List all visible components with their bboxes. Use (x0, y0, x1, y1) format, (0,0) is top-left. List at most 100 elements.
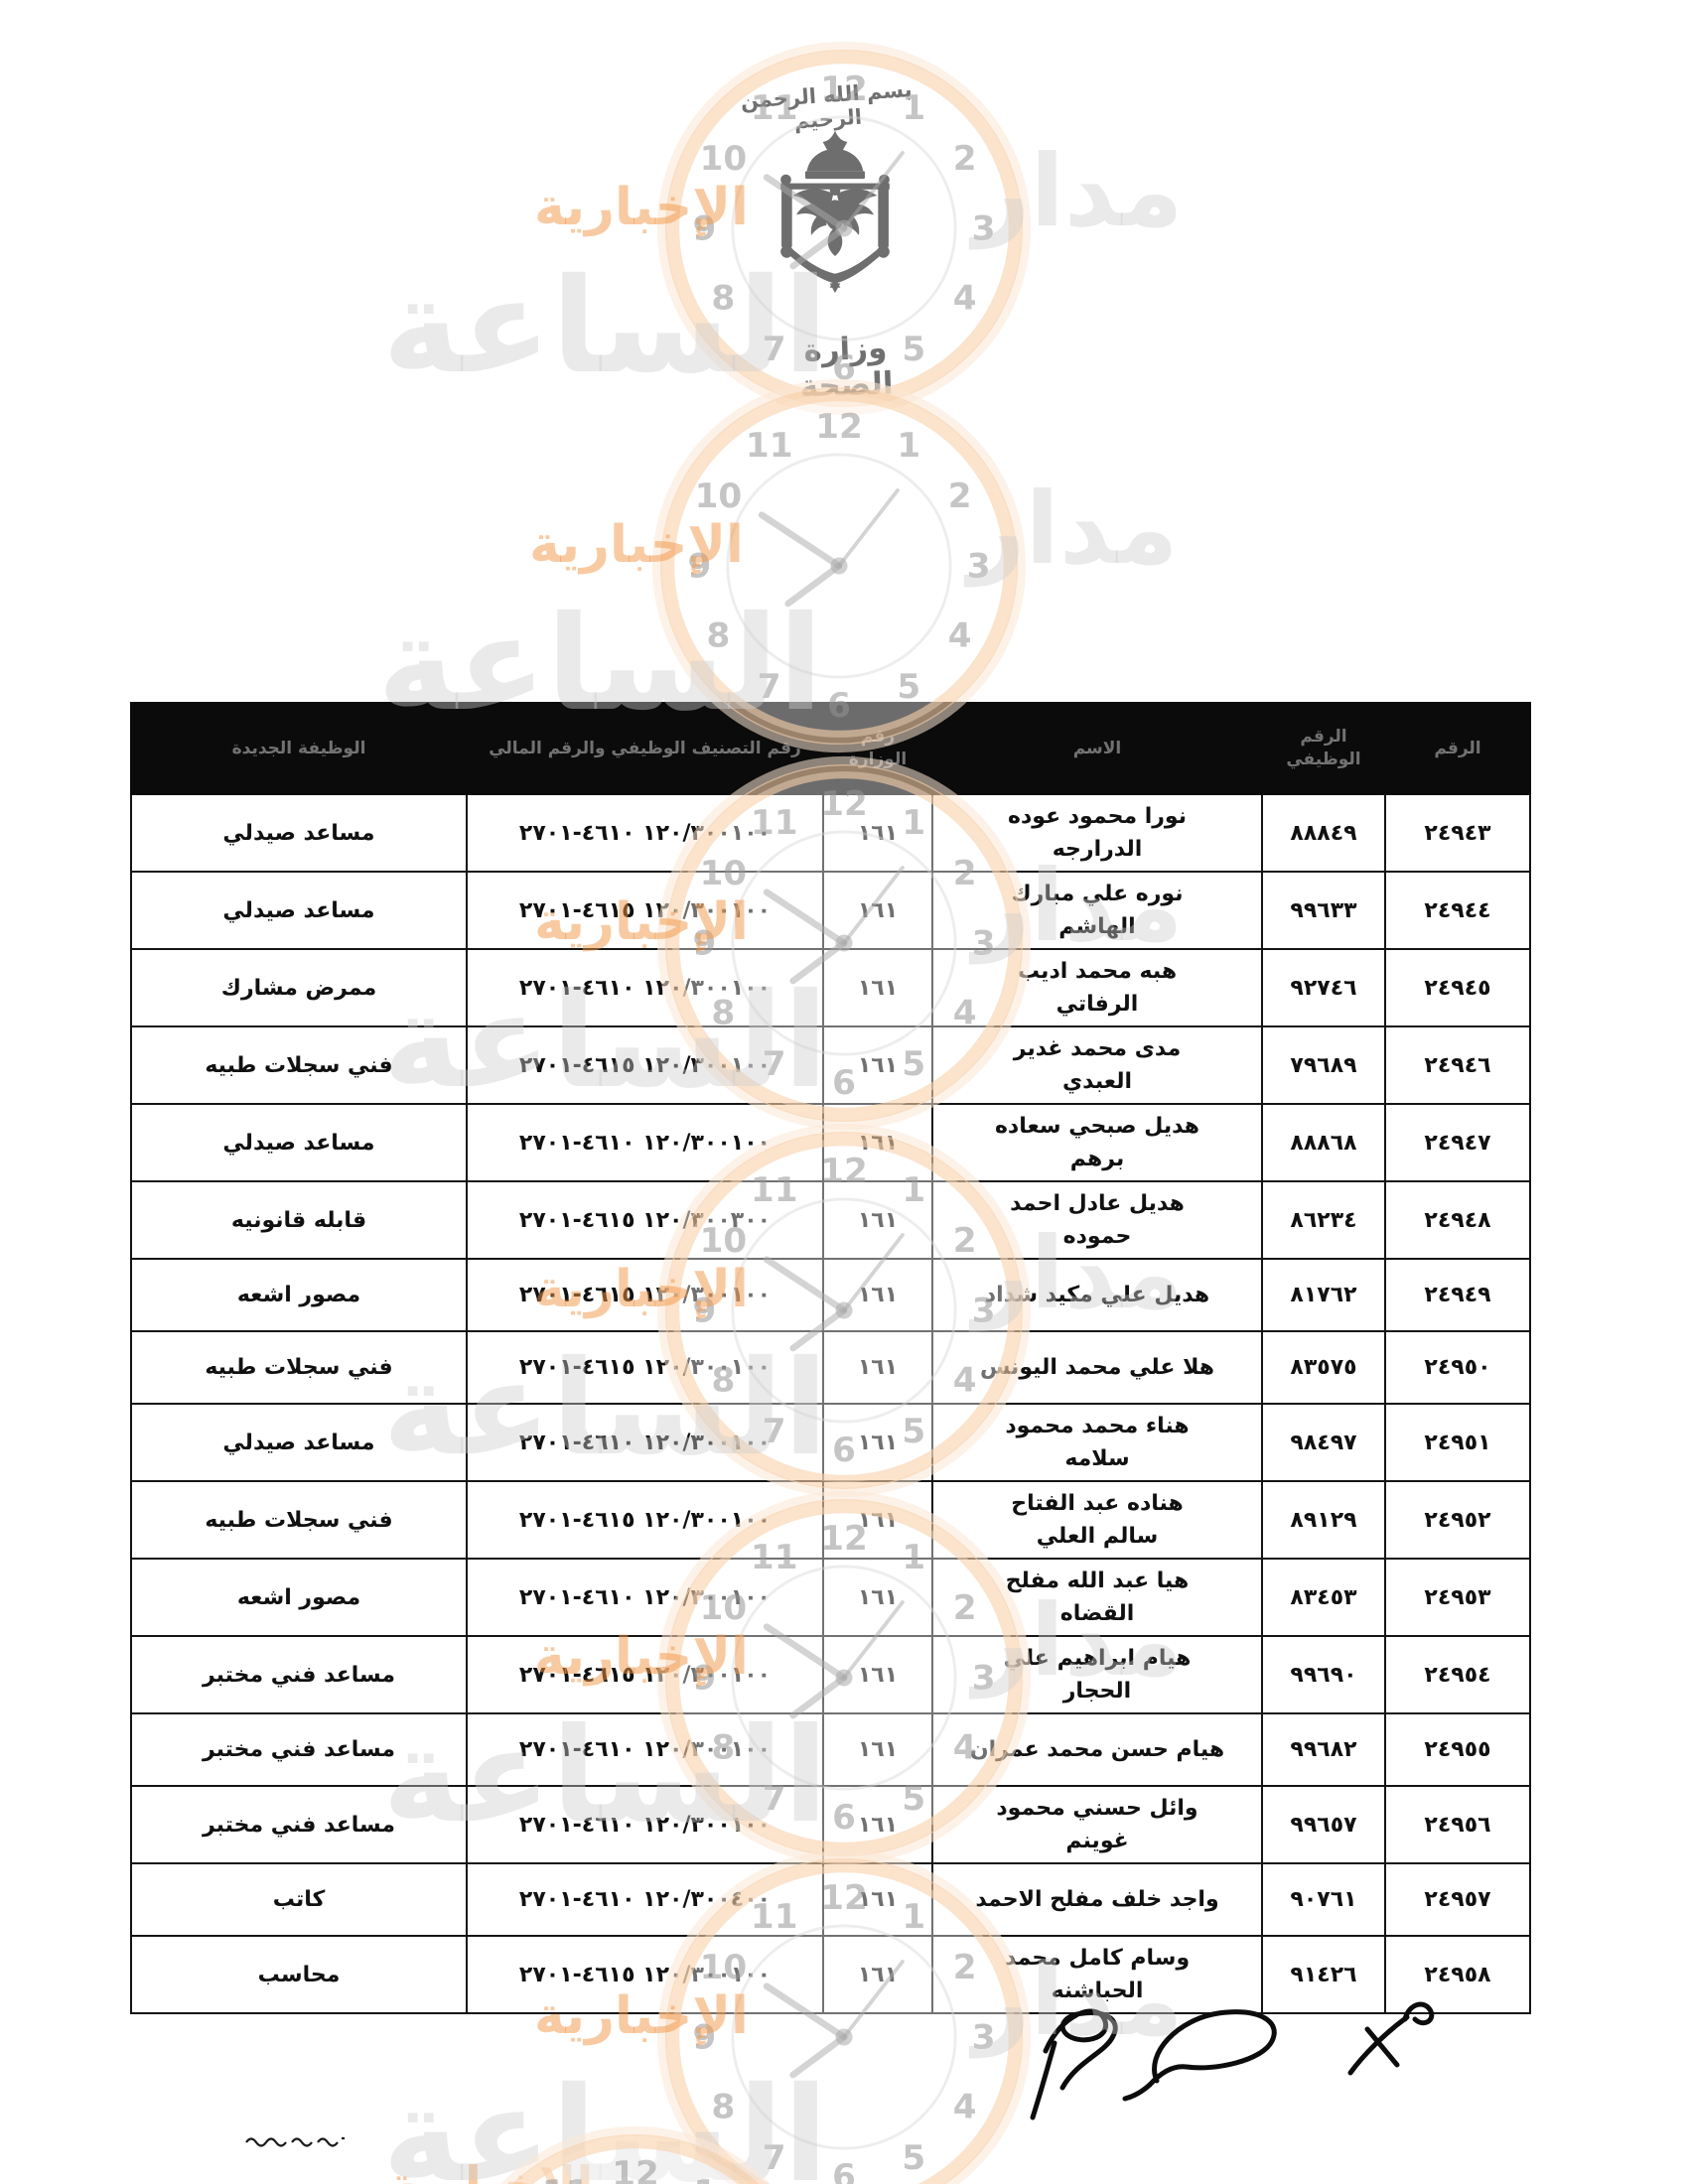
cell-serial: ٢٤٩٥٣ (1384, 1558, 1531, 1637)
cell-employee-no: ٩٩٦٩٠ (1261, 1635, 1386, 1714)
cell-serial: ٢٤٩٤٩ (1384, 1258, 1531, 1332)
cell-ministry-code: ١٦١ (822, 1862, 933, 1937)
cell-serial: ٢٤٩٤٥ (1384, 948, 1531, 1027)
cell-employee-no: ٨٩١٢٩ (1261, 1480, 1386, 1560)
cell-employee-no: ٩٠٧٦١ (1261, 1862, 1386, 1937)
table-row: ٢٤٩٥٦ ٩٩٦٥٧ وائل حسني محمود غوينم ١٦١ ١٢… (130, 1785, 1531, 1864)
cell-ministry-code: ١٦١ (822, 1785, 933, 1864)
col-header-employee-no: الرقم الوظيفي (1261, 702, 1386, 795)
cell-employee-no: ٨٦٢٣٤ (1261, 1180, 1386, 1260)
cell-classification: ١٢٠/٣٠٠١٠٠ ٤٦١٥-٢٧٠١ (466, 1480, 824, 1560)
cell-classification: ١٢٠/٣٠٠١٠٠ ٤٦١٥-٢٧٠١ (466, 1025, 824, 1105)
cell-name: هديل عادل احمد حموده (931, 1180, 1263, 1260)
table-row: ٢٤٩٥٤ ٩٩٦٩٠ هيام ابراهيم علي الحجار ١٦١ … (130, 1635, 1531, 1714)
cell-classification: ١٢٠/٣٠٠٣٠٠ ٤٦١٥-٢٧٠١ (466, 1180, 824, 1260)
cell-ministry-code: ١٦١ (822, 793, 933, 873)
cell-ministry-code: ١٦١ (822, 1258, 933, 1332)
cell-classification: ١٢٠/٣٠٠١٠٠ ٤٦١٠-٢٧٠١ (466, 793, 824, 873)
col-header-ministry-code: رقم الوزارة (822, 702, 933, 795)
cell-classification: ١٢٠/٣٠٠١٠٠ ٤٦١٠-٢٧٠١ (466, 1785, 824, 1864)
cell-name: هيام حسن محمد عمران (931, 1712, 1263, 1787)
promotions-table: الرقم الرقم الوظيفي الاسم رقم الوزارة رق… (130, 702, 1531, 2014)
cell-serial: ٢٤٩٥٧ (1384, 1862, 1531, 1937)
cell-employee-no: ٨١٧٦٢ (1261, 1258, 1386, 1332)
cell-serial: ٢٤٩٤٤ (1384, 871, 1531, 950)
table-row: ٢٤٩٤٩ ٨١٧٦٢ هديل علي مكيد شداد ١٦١ ١٢٠/٣… (130, 1258, 1531, 1332)
cell-serial: ٢٤٩٥٢ (1384, 1480, 1531, 1560)
cell-classification: ١٢٠/٣٠٠١٠٠ ٤٦١٠-٢٧٠١ (466, 1712, 824, 1787)
cell-ministry-code: ١٦١ (822, 1103, 933, 1182)
cell-ministry-code: ١٦١ (822, 1180, 933, 1260)
cell-employee-no: ٩٩٦٨٢ (1261, 1712, 1386, 1787)
cell-new-job: مساعد صيدلي (130, 1103, 468, 1182)
cell-name: هيا عبد الله مفلح القضاه (931, 1558, 1263, 1637)
cell-new-job: مساعد فني مختبر (130, 1785, 468, 1864)
cell-name: هديل صبحي سعاده برهم (931, 1103, 1263, 1182)
cell-new-job: محاسب (130, 1935, 468, 2014)
signature-scribble (1008, 1974, 1460, 2122)
cell-classification: ١٢٠/٣٠٠١٠٠ ٤٦١٠-٢٧٠١ (466, 1558, 824, 1637)
cell-ministry-code: ١٦١ (822, 1635, 933, 1714)
cell-name: هناء محمد محمود سلامه (931, 1403, 1263, 1482)
cell-employee-no: ٨٨٨٦٨ (1261, 1103, 1386, 1182)
table-row: ٢٤٩٥٧ ٩٠٧٦١ واجد خلف مفلح الاحمد ١٦١ ١٢٠… (130, 1862, 1531, 1937)
cell-ministry-code: ١٦١ (822, 1025, 933, 1105)
cell-name: هديل علي مكيد شداد (931, 1258, 1263, 1332)
col-header-new-job: الوظيفة الجديدة (130, 702, 468, 795)
cell-new-job: مساعد صيدلي (130, 793, 468, 873)
cell-classification: ١٢٠/٣٠٠١٠٠ ٤٦١٥-٢٧٠١ (466, 1635, 824, 1714)
col-header-name: الاسم (931, 702, 1263, 795)
cell-serial: ٢٤٩٤٦ (1384, 1025, 1531, 1105)
coat-of-arms-icon (765, 127, 906, 294)
cell-serial: ٢٤٩٥٥ (1384, 1712, 1531, 1787)
cell-employee-no: ٧٩٦٨٩ (1261, 1025, 1386, 1105)
cell-ministry-code: ١٦١ (822, 1712, 933, 1787)
table-row: ٢٤٩٥١ ٩٨٤٩٧ هناء محمد محمود سلامه ١٦١ ١٢… (130, 1403, 1531, 1482)
table-row: ٢٤٩٤٦ ٧٩٦٨٩ مدى محمد غدير العبدي ١٦١ ١٢٠… (130, 1025, 1531, 1105)
table-row: ٢٤٩٥٥ ٩٩٦٨٢ هيام حسن محمد عمران ١٦١ ١٢٠/… (130, 1712, 1531, 1787)
cell-new-job: قابله قانونيه (130, 1180, 468, 1260)
ministry-calligraphy: وزارة الصحة (799, 330, 895, 405)
cell-name: نوره علي مبارك الهاشم (931, 871, 1263, 950)
cell-new-job: مساعد صيدلي (130, 1403, 468, 1482)
cell-ministry-code: ١٦١ (822, 1330, 933, 1405)
cell-new-job: مصور اشعه (130, 1558, 468, 1637)
table-row: ٢٤٩٤٨ ٨٦٢٣٤ هديل عادل احمد حموده ١٦١ ١٢٠… (130, 1180, 1531, 1260)
col-header-serial: الرقم (1384, 702, 1531, 795)
cell-classification: ١٢٠/٣٠٠١٠٠ ٤٦١٠-٢٧٠١ (466, 1403, 824, 1482)
cell-serial: ٢٤٩٤٧ (1384, 1103, 1531, 1182)
cell-name: هبه محمد اديب الرفاتي (931, 948, 1263, 1027)
cell-employee-no: ٩٩٦٣٣ (1261, 871, 1386, 950)
cell-new-job: فني سجلات طبيه (130, 1330, 468, 1405)
tiny-footnote-scribble (244, 2132, 348, 2148)
table-row: ٢٤٩٥٠ ٨٣٥٧٥ هلا علي محمد اليونس ١٦١ ١٢٠/… (130, 1330, 1531, 1405)
cell-classification: ١٢٠/٣٠٠١٠٠ ٤٦١٠-٢٧٠١ (466, 1103, 824, 1182)
cell-new-job: مساعد فني مختبر (130, 1635, 468, 1714)
cell-ministry-code: ١٦١ (822, 871, 933, 950)
cell-serial: ٢٤٩٥١ (1384, 1403, 1531, 1482)
cell-classification: ١٢٠/٣٠٠١٠٠ ٤٦١٥-٢٧٠١ (466, 871, 824, 950)
cell-name: هناده عبد الفتاح سالم العلي (931, 1480, 1263, 1560)
cell-classification: ١٢٠/٣٠٠١٠٠ ٤٦١٠-٢٧٠١ (466, 948, 824, 1027)
cell-new-job: فني سجلات طبيه (130, 1480, 468, 1560)
cell-employee-no: ٩٢٧٤٦ (1261, 948, 1386, 1027)
table-row: ٢٤٩٤٧ ٨٨٨٦٨ هديل صبحي سعاده برهم ١٦١ ١٢٠… (130, 1103, 1531, 1182)
cell-serial: ٢٤٩٥٠ (1384, 1330, 1531, 1405)
cell-serial: ٢٤٩٤٨ (1384, 1180, 1531, 1260)
cell-employee-no: ٨٣٥٧٥ (1261, 1330, 1386, 1405)
cell-name: واجد خلف مفلح الاحمد (931, 1862, 1263, 1937)
table-row: ٢٤٩٥٢ ٨٩١٢٩ هناده عبد الفتاح سالم العلي … (130, 1480, 1531, 1560)
cell-serial: ٢٤٩٤٣ (1384, 793, 1531, 873)
cell-name: هيام ابراهيم علي الحجار (931, 1635, 1263, 1714)
table-row: ٢٤٩٤٥ ٩٢٧٤٦ هبه محمد اديب الرفاتي ١٦١ ١٢… (130, 948, 1531, 1027)
cell-employee-no: ٩١٤٢٦ (1261, 1935, 1386, 2014)
cell-classification: ١٢٠/٣٠٠١٠٠ ٤٦١٥-٢٧٠١ (466, 1935, 824, 2014)
cell-name: مدى محمد غدير العبدي (931, 1025, 1263, 1105)
table-row: ٢٤٩٤٣ ٨٨٨٤٩ نورا محمود عوده الدرارجه ١٦١… (130, 793, 1531, 873)
cell-new-job: مساعد فني مختبر (130, 1712, 468, 1787)
cell-ministry-code: ١٦١ (822, 1480, 933, 1560)
cell-ministry-code: ١٦١ (822, 1935, 933, 2014)
cell-serial: ٢٤٩٥٨ (1384, 1935, 1531, 2014)
cell-ministry-code: ١٦١ (822, 1403, 933, 1482)
